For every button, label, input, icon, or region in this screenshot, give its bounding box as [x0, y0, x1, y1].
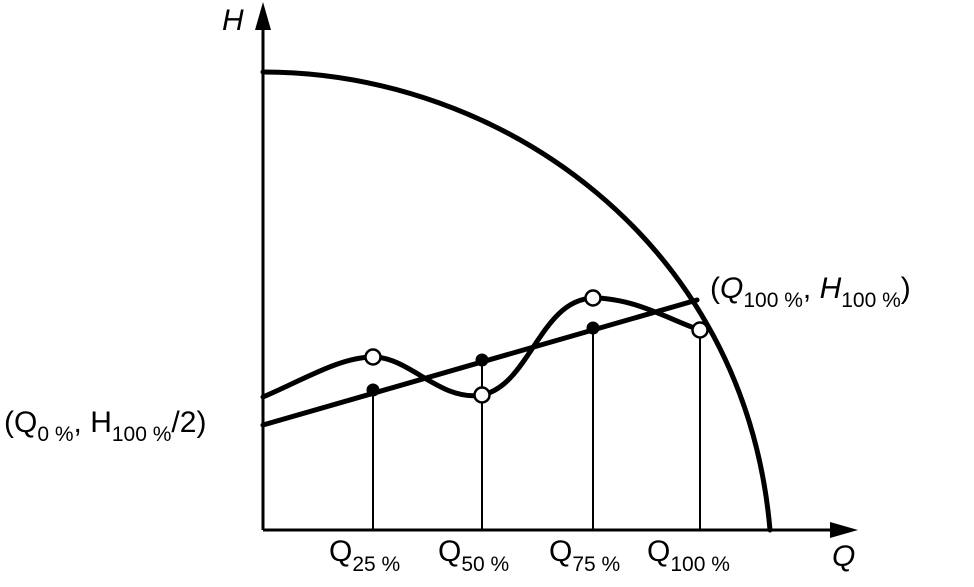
linear-point-q25: [366, 383, 380, 397]
x-axis-label: Q: [832, 540, 855, 573]
actual-point-q25: [364, 348, 382, 366]
linear-point-q50: [475, 353, 489, 367]
actual-point-q100: [691, 321, 709, 339]
y-axis-arrow: [255, 2, 271, 30]
actual-point-q75: [584, 289, 602, 307]
pump-curve: [260, 69, 773, 533]
linear-point-q75: [586, 321, 600, 335]
x-axis-arrow: [830, 522, 858, 538]
x-tick-q50: Q50 %: [438, 535, 509, 576]
y-axis-label: H: [222, 4, 244, 37]
start-point-label: (Q0 %, H100 %/2): [4, 406, 206, 446]
x-tick-q100: Q100 %: [647, 535, 730, 576]
actual-point-q50: [473, 386, 491, 404]
end-point-label: (Q100 %, H100 %): [710, 272, 911, 312]
x-tick-q25: Q25 %: [329, 535, 400, 576]
x-tick-q75: Q75 %: [549, 535, 620, 576]
